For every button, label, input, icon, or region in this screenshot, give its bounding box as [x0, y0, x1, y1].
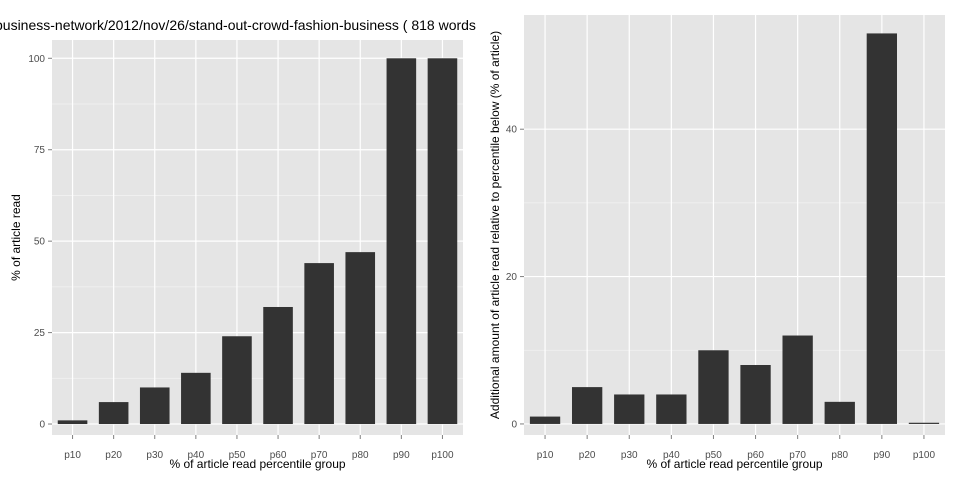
y-axis-title: Additional amount of article read relati… — [488, 31, 502, 419]
x-axis-title: % of article read percentile group — [646, 457, 822, 471]
bar-p60 — [740, 365, 771, 424]
left-chart: business-network/2012/nov/26/stand-out-c… — [0, 17, 476, 471]
y-tick-label: 75 — [34, 145, 46, 156]
bar-p10 — [57, 420, 88, 425]
y-tick-label: 0 — [39, 420, 45, 431]
x-tick-label: p70 — [311, 450, 328, 461]
y-axis-title: % of article read — [9, 194, 23, 281]
bar-p20 — [571, 387, 603, 424]
x-tick-label: p80 — [352, 450, 369, 461]
x-tick-label: p50 — [705, 450, 722, 461]
y-tick-label: 0 — [511, 419, 517, 430]
x-tick-label: p90 — [874, 450, 891, 461]
x-tick-label: p80 — [831, 450, 848, 461]
y-tick-label: 25 — [34, 328, 46, 339]
bar-p40 — [656, 394, 687, 424]
x-tick-label: p10 — [537, 450, 554, 461]
x-tick-label: p30 — [621, 450, 638, 461]
x-tick-label: p40 — [188, 450, 205, 461]
x-tick-label: p20 — [105, 450, 122, 461]
bar-p80 — [824, 401, 855, 424]
bar-p80 — [345, 252, 376, 425]
bar-p30 — [139, 387, 170, 425]
x-tick-label: p90 — [393, 450, 410, 461]
x-tick-label: p30 — [146, 450, 163, 461]
bar-p70 — [304, 263, 334, 425]
bar-p70 — [782, 335, 813, 424]
x-tick-label: p60 — [747, 450, 764, 461]
right-chart: 0 20 40 p10 p20 p30 p40 p50 p60 p70 p80 p90 p100 % of… — [488, 15, 945, 471]
bar-p40 — [181, 372, 211, 425]
bar-p50 — [222, 336, 252, 425]
y-tick-label: 100 — [28, 54, 45, 65]
chart-title: business-network/2012/nov/26/stand-out-c… — [0, 17, 476, 33]
bar-p30 — [614, 394, 645, 424]
x-tick-label: p20 — [579, 450, 596, 461]
bar-p100 — [427, 58, 458, 425]
bar-p90 — [866, 33, 898, 424]
y-tick-label: 40 — [506, 125, 518, 136]
bar-p20 — [98, 402, 129, 425]
bar-p90 — [386, 58, 417, 425]
y-tick-label: 20 — [506, 272, 518, 283]
bar-p100 — [908, 422, 940, 424]
x-tick-label: p50 — [229, 450, 246, 461]
x-tick-label: p100 — [913, 450, 936, 461]
x-tick-label: p10 — [64, 450, 81, 461]
x-tick-label: p40 — [663, 450, 680, 461]
x-tick-label: p100 — [431, 450, 454, 461]
y-tick-label: 50 — [34, 237, 46, 248]
x-axis-title: % of article read percentile group — [169, 457, 345, 471]
bar-p60 — [263, 306, 293, 425]
bar-p50 — [698, 350, 729, 424]
x-tick-label: p70 — [789, 450, 806, 461]
x-tick-label: p60 — [270, 450, 287, 461]
bar-p10 — [529, 416, 561, 424]
